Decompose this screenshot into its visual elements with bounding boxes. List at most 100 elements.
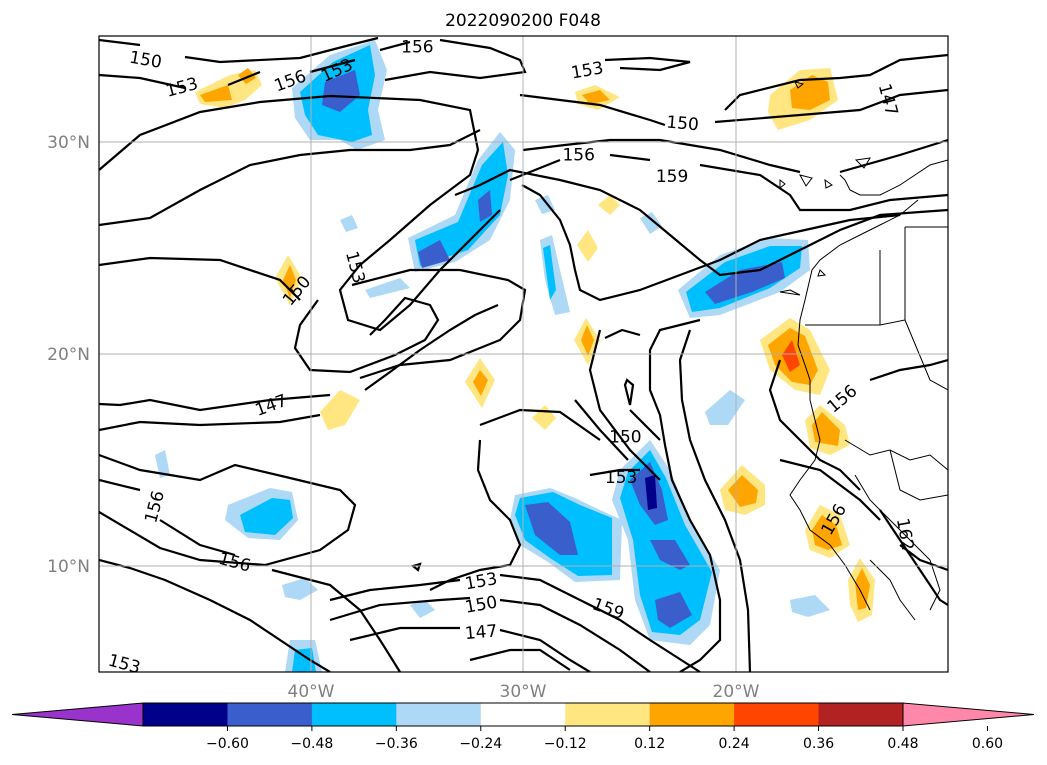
negative-anomaly-area — [415, 142, 508, 266]
country-border — [844, 439, 948, 621]
colorbar-tick-label: 0.36 — [803, 736, 834, 752]
colorbar-segment — [734, 703, 820, 726]
contour-line — [99, 94, 501, 332]
island — [779, 269, 827, 296]
colorbar: −0.60 −0.48 −0.36 −0.24 −0.12 0.12 0.24 0.36 0.4… — [11, 702, 1035, 752]
negative-anomaly-area — [650, 540, 690, 570]
negative-anomaly-area — [705, 262, 785, 304]
negative-anomaly-area — [478, 190, 492, 222]
colorbar-segment — [818, 703, 904, 726]
contour-line — [678, 329, 752, 672]
island — [779, 81, 871, 190]
contour-line — [99, 558, 331, 672]
contour-line — [768, 359, 948, 606]
negative-anomaly-area — [365, 278, 410, 298]
colorbar-segment — [227, 703, 313, 726]
positive-anomaly-area — [855, 568, 870, 610]
negative-anomaly-area — [155, 450, 170, 478]
colorbar-frame — [142, 702, 904, 727]
colorbar-tick-label: −0.48 — [290, 736, 333, 752]
contour-label: 156 — [562, 146, 594, 166]
latitude-tick-label: 30°N — [47, 133, 90, 153]
colorbar-segment — [396, 703, 482, 726]
contour-label: 156 — [401, 38, 433, 58]
latitude-tick-label: 20°N — [47, 345, 90, 365]
contour-line — [454, 168, 948, 277]
colorbar-tick-label: 0.12 — [634, 736, 665, 752]
contour-line — [724, 53, 948, 111]
negative-anomaly-area — [525, 502, 578, 555]
positive-anomaly-area — [577, 230, 598, 262]
colorbar-tick-label: 0.48 — [887, 736, 918, 752]
longitude-tick-labels: 40°W 30°W 20°W — [288, 682, 760, 702]
gridlines — [99, 36, 948, 672]
contour-line — [519, 88, 948, 127]
negative-anomaly-area — [645, 475, 657, 510]
positive-anomaly-area — [283, 265, 296, 298]
negative-anomaly-area — [640, 212, 662, 234]
contour-line — [509, 153, 948, 212]
positive-anomaly-area — [598, 195, 620, 215]
negative-anomaly-area — [790, 595, 830, 617]
coastlines — [779, 81, 948, 621]
contour-line — [648, 318, 722, 672]
colorbar-tick-label: −0.24 — [459, 736, 502, 752]
contour-line — [869, 358, 948, 382]
coastline — [839, 159, 948, 196]
contour-line — [99, 303, 499, 432]
longitude-tick-label: 20°W — [713, 682, 760, 702]
colorbar-segment — [311, 703, 397, 726]
contour-line — [604, 328, 641, 339]
negative-anomaly-area — [340, 215, 358, 232]
contour-line — [429, 439, 522, 591]
colorbar-extend-high — [902, 702, 1035, 727]
negative-anomaly-area — [292, 648, 316, 672]
negative-anomaly-area — [240, 498, 293, 535]
positive-anomaly-area — [782, 340, 800, 372]
country-border — [805, 226, 948, 391]
contour-label: 150 — [666, 113, 700, 136]
colorbar-extend-low — [11, 702, 144, 727]
contour-line — [99, 36, 379, 64]
contour-line — [349, 626, 591, 672]
negative-anomaly-area — [418, 240, 450, 268]
colorbar-tick-label: 0.60 — [972, 736, 1003, 752]
map-title: 2022090200 F048 — [445, 11, 601, 31]
longitude-tick-label: 40°W — [288, 682, 335, 702]
coastline — [789, 199, 919, 611]
contour-line — [99, 453, 357, 567]
contour-line — [522, 138, 948, 174]
map-frame — [98, 35, 949, 673]
contour-label: 147 — [464, 621, 498, 644]
colorbar-segment — [480, 703, 566, 726]
contour-label: 150 — [609, 428, 641, 448]
contour-line — [329, 596, 651, 672]
positive-anomaly-area — [581, 325, 594, 356]
contour-line — [574, 399, 661, 461]
positive-anomaly-area — [582, 90, 610, 104]
colorbar-segment — [565, 703, 651, 726]
positive-anomaly-area — [473, 370, 488, 396]
contour-line — [521, 184, 901, 302]
contour-line — [588, 329, 661, 481]
colorbar-tick-label: −0.12 — [544, 736, 587, 752]
contour-line — [384, 38, 527, 82]
colorbar-tick-label: −0.36 — [375, 736, 418, 752]
positive-anomaly-area — [812, 515, 842, 550]
negative-anomaly-area — [705, 390, 745, 425]
negative-anomaly-area — [282, 578, 318, 600]
negative-anomaly-area — [655, 592, 692, 628]
contour-line — [410, 562, 422, 572]
colorbar-segment — [649, 703, 735, 726]
contour-line — [623, 378, 635, 406]
shaded-anomalies — [155, 40, 875, 672]
positive-anomaly-area — [320, 390, 360, 430]
contour-line — [479, 408, 640, 477]
colorbar-segment — [143, 703, 228, 726]
colorbar-tick-label: 0.24 — [719, 736, 750, 752]
contour-line — [293, 296, 440, 374]
negative-anomaly-area — [543, 245, 556, 300]
colorbar-tick-label: −0.60 — [206, 736, 249, 752]
